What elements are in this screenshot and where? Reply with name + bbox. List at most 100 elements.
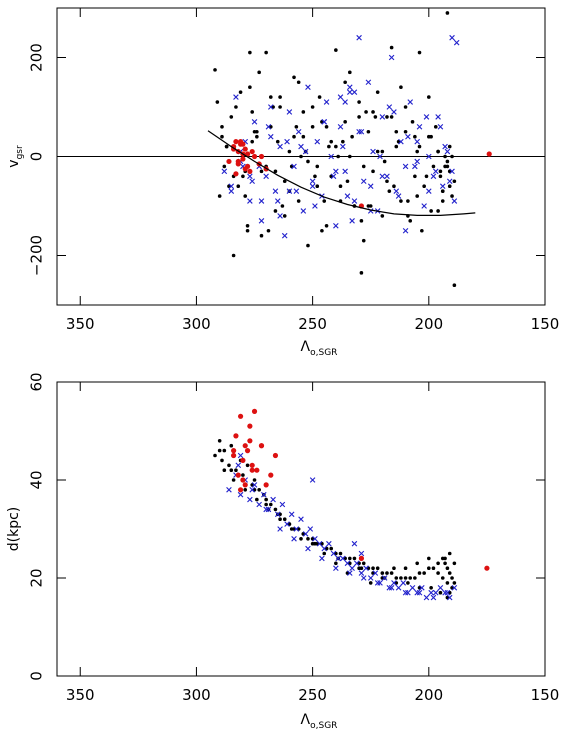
data-point-cross: [349, 218, 355, 224]
data-point-cross: [330, 173, 337, 180]
data-point-dot: [289, 527, 294, 531]
x-tick-label: 150: [531, 686, 560, 704]
data-point-dot: [266, 228, 271, 233]
data-point-cross: [258, 218, 265, 224]
data-point-dot: [233, 433, 239, 439]
data-point-cross: [353, 560, 360, 567]
data-point-dot: [255, 134, 259, 139]
data-point-dot: [375, 90, 380, 94]
data-point-dot: [445, 566, 450, 570]
data-point-dot: [447, 184, 452, 188]
data-point-dot: [292, 75, 296, 80]
data-point-dot: [220, 458, 224, 463]
data-point-dot: [357, 566, 361, 570]
data-point-dot: [217, 439, 222, 443]
data-point-dot: [348, 154, 352, 159]
data-point-cross: [377, 580, 383, 586]
data-point-cross: [421, 203, 427, 209]
data-point-dot: [399, 576, 403, 580]
data-point-dot: [436, 209, 440, 213]
data-point-cross: [261, 491, 267, 498]
data-point-dot: [361, 561, 366, 566]
x-tick-label: 150: [531, 315, 560, 333]
data-point-dot: [345, 179, 350, 184]
data-point-dot: [282, 517, 287, 521]
data-point-dot: [294, 125, 299, 129]
data-point-dot: [233, 139, 239, 145]
data-point-cross: [414, 158, 420, 165]
data-point-cross: [388, 54, 395, 61]
data-point-cross: [351, 89, 358, 95]
data-point-cross: [426, 153, 432, 160]
data-point-cross: [398, 138, 404, 145]
data-point-cross: [284, 521, 290, 527]
data-point-dot: [422, 571, 426, 575]
x-tick-label: 350: [66, 315, 95, 333]
data-point-cross: [268, 104, 274, 110]
data-point-dot: [222, 448, 227, 453]
data-point-dot: [272, 452, 279, 459]
data-point-cross: [228, 188, 235, 194]
y-tick-label: 200: [28, 43, 46, 72]
data-point-dot: [249, 148, 255, 155]
data-point-cross: [291, 536, 297, 542]
data-point-dot: [438, 590, 443, 595]
data-point-dot: [258, 443, 265, 449]
data-point-dot: [249, 467, 255, 473]
data-point-cross: [247, 496, 253, 503]
data-point-dot: [315, 164, 320, 169]
data-point-dot: [247, 438, 253, 444]
data-point-cross: [444, 589, 451, 596]
data-point-cross: [263, 506, 269, 513]
data-point-dot: [327, 144, 331, 149]
data-point-dot: [385, 571, 389, 575]
data-point-dot: [357, 100, 361, 104]
x-tick-label: 350: [66, 686, 95, 704]
data-point-dot: [447, 571, 452, 575]
distance-panel: 350 300 250 200 150 0 20 40 60 Λo,SGR d(kpc): [6, 372, 559, 731]
data-point-dot: [213, 68, 217, 72]
data-point-dot: [341, 139, 345, 144]
data-point-cross: [249, 487, 255, 493]
data-point-dot: [268, 502, 273, 507]
data-point-cross: [379, 173, 386, 180]
data-point-cross: [305, 84, 311, 90]
data-point-dot: [231, 448, 237, 454]
data-point-dot: [243, 488, 248, 492]
data-point-dot: [273, 169, 278, 174]
data-point-dot: [299, 154, 303, 159]
data-point-dot: [392, 184, 396, 188]
data-point-cross: [358, 550, 365, 557]
data-point-dot: [334, 144, 338, 149]
data-point-cross: [274, 511, 281, 518]
data-point-dot: [238, 90, 243, 94]
data-point-dot: [242, 146, 248, 152]
data-point-dot: [313, 174, 317, 179]
data-point-dot: [264, 50, 268, 55]
data-point-dot: [245, 224, 250, 228]
data-point-cross: [333, 168, 339, 175]
data-point-cross: [416, 124, 423, 130]
data-point-cross: [309, 477, 316, 483]
data-point-cross: [347, 570, 353, 576]
data-point-dot: [215, 100, 220, 104]
x-tick-label: 250: [298, 315, 327, 333]
data-point-dot: [350, 134, 354, 139]
data-point-cross: [295, 128, 302, 135]
data-point-dot: [408, 576, 413, 580]
data-point-cross: [386, 585, 393, 591]
data-point-dot: [424, 174, 429, 179]
data-point-cross: [386, 104, 393, 110]
data-point-dot: [452, 581, 457, 585]
data-point-dot: [255, 129, 259, 134]
data-point-dot: [368, 581, 373, 585]
data-point-cross: [414, 138, 420, 145]
x-tick-label: 300: [182, 315, 211, 333]
data-point-dot: [222, 468, 227, 473]
x-axis-label-main: Λ: [301, 712, 311, 728]
data-point-cross: [323, 99, 330, 105]
data-point-cross: [400, 580, 407, 586]
data-point-cross: [374, 580, 381, 586]
data-point-cross: [333, 223, 339, 229]
